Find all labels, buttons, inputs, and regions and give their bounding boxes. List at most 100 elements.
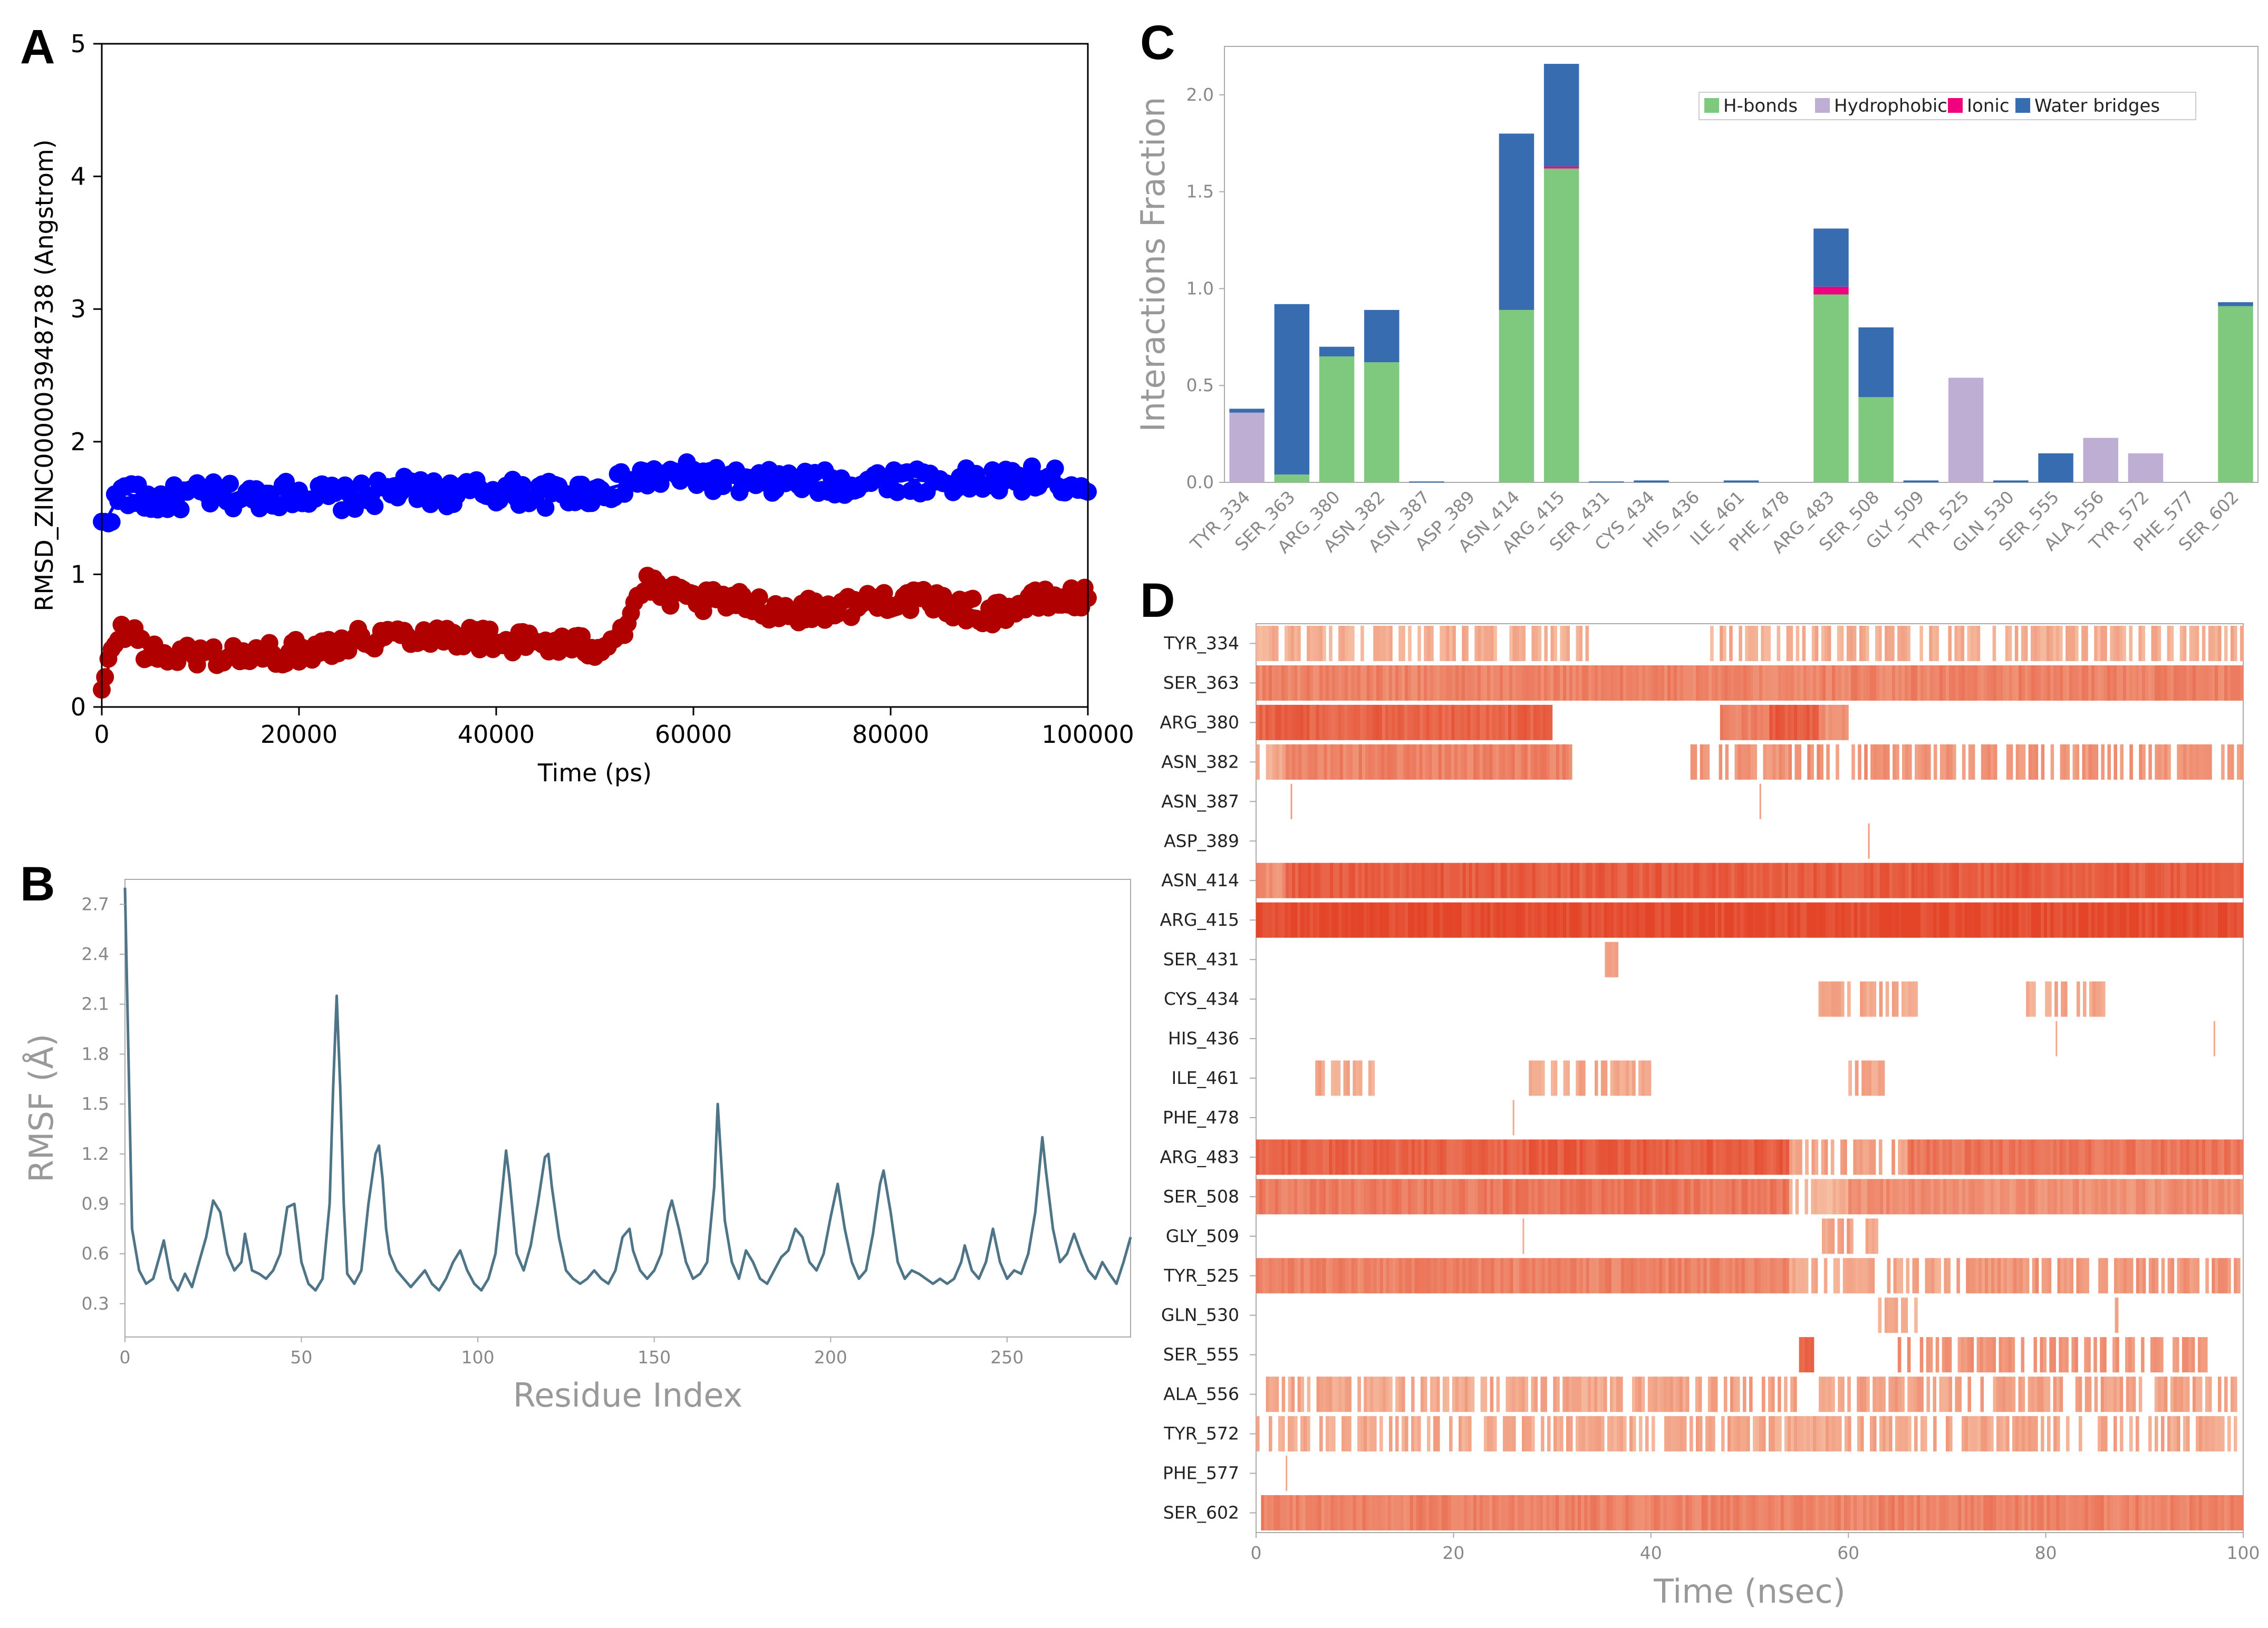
contact-stripe — [1962, 1416, 1965, 1452]
contact-stripe — [1686, 665, 1690, 701]
contact-stripe — [1671, 1179, 1675, 1215]
contact-stripe — [1702, 665, 1706, 701]
contact-stripe — [1405, 1258, 1409, 1294]
contact-stripe — [1817, 863, 1820, 898]
contact-stripe — [1693, 665, 1696, 701]
contact-stripe — [1373, 1179, 1377, 1215]
contact-stripe — [1297, 1179, 1301, 1215]
contact-stripe — [1407, 704, 1411, 740]
contact-stripe — [1462, 626, 1465, 661]
contact-stripe — [1348, 1258, 1352, 1294]
contact-stripe — [1518, 1377, 1522, 1412]
contact-stripe — [1502, 1495, 1505, 1530]
rmsd-point — [1023, 457, 1041, 476]
contact-stripe — [1269, 744, 1273, 780]
row-label: SER_431 — [1163, 949, 1239, 970]
contact-stripe — [2053, 1139, 2057, 1175]
contact-stripe — [1803, 1416, 1807, 1452]
contact-stripe — [1838, 1377, 1841, 1412]
contact-stripe — [1741, 704, 1745, 740]
contact-stripe — [1663, 1495, 1667, 1530]
contact-stripe — [1522, 665, 1526, 701]
contact-stripe — [1928, 1258, 1932, 1294]
contact-stripe — [1915, 1258, 1919, 1294]
contact-stripe — [2160, 1139, 2165, 1175]
contact-stripe — [1605, 1179, 1608, 1215]
contact-stripe — [1703, 1258, 1707, 1294]
contact-stripe — [1469, 1258, 1472, 1294]
contact-stripe — [1774, 1495, 1778, 1530]
contact-stripe — [1740, 665, 1744, 701]
contact-stripe — [2006, 1179, 2010, 1215]
contact-stripe — [2126, 902, 2130, 938]
contact-stripe — [1265, 704, 1269, 740]
contact-stripe — [2040, 1495, 2044, 1530]
contact-stripe — [1402, 902, 1405, 938]
contact-stripe — [1782, 1179, 1787, 1215]
contact-stripe — [1948, 1495, 1952, 1530]
contact-stripe — [1417, 665, 1421, 701]
contact-stripe — [2199, 665, 2203, 701]
contact-stripe — [1924, 665, 1927, 701]
contact-stripe — [1762, 1377, 1765, 1412]
contact-stripe — [1674, 902, 1677, 938]
contact-stripe — [2170, 863, 2174, 898]
contact-stripe — [2195, 1495, 2199, 1530]
contact-stripe — [1746, 902, 1750, 938]
contact-stripe — [2088, 1495, 2092, 1530]
contact-stripe — [1486, 1495, 1490, 1530]
contact-stripe — [1857, 665, 1861, 701]
contact-stripe — [1802, 626, 1806, 661]
contact-stripe — [1290, 783, 1292, 819]
contact-stripe — [1316, 1258, 1320, 1294]
contact-stripe — [2132, 1139, 2136, 1175]
contact-stripe — [1348, 1416, 1352, 1452]
contact-stripe — [1770, 1139, 1774, 1175]
contact-stripe — [1563, 665, 1567, 701]
contact-stripe — [2234, 1377, 2237, 1412]
contact-stripe — [2212, 1258, 2215, 1294]
contact-stripe — [1601, 902, 1605, 938]
row-label: HIS_436 — [1168, 1028, 1239, 1049]
contact-stripe — [2050, 744, 2054, 780]
contact-stripe — [1616, 1060, 1620, 1096]
contact-stripe — [1829, 863, 1833, 898]
contact-stripe — [1579, 1258, 1584, 1294]
y-tick-label: 1.0 — [1186, 278, 1214, 298]
contact-stripe — [1638, 1495, 1642, 1530]
contact-stripe — [1623, 902, 1627, 938]
contact-stripe — [1373, 902, 1377, 938]
contact-stripe — [1395, 902, 1399, 938]
contact-stripe — [1401, 704, 1405, 740]
contact-stripe — [1335, 1179, 1339, 1215]
contact-stripe — [1306, 704, 1310, 740]
contact-stripe — [2005, 1495, 2009, 1530]
contact-stripe — [2155, 665, 2158, 701]
contact-stripe — [1751, 1179, 1755, 1215]
contact-stripe — [1879, 863, 1884, 898]
contact-stripe — [1376, 1377, 1380, 1412]
contact-stripe — [1681, 863, 1684, 898]
contact-stripe — [1875, 626, 1879, 661]
contact-stripe — [1831, 1377, 1835, 1412]
contact-stripe — [1817, 744, 1820, 780]
contact-stripe — [2069, 1139, 2073, 1175]
y-tick-label: 2.0 — [1186, 84, 1214, 105]
rmsd-point — [750, 588, 768, 606]
contact-stripe — [1450, 1258, 1453, 1294]
contact-stripe — [1908, 902, 1912, 938]
contact-stripe — [1917, 1495, 1920, 1530]
contact-stripe — [2006, 902, 2010, 938]
contact-stripe — [1533, 704, 1537, 740]
contact-stripe — [2234, 902, 2237, 938]
contact-stripe — [1964, 1337, 1968, 1373]
contact-stripe — [1318, 1060, 1322, 1096]
contact-stripe — [1424, 1139, 1428, 1175]
contact-stripe — [1269, 1139, 1272, 1175]
contact-stripe — [1522, 1218, 1524, 1254]
contact-stripe — [1722, 1179, 1726, 1215]
contact-stripe — [2034, 1495, 2038, 1530]
contact-stripe — [1924, 1179, 1928, 1215]
contact-stripe — [1446, 863, 1451, 898]
contact-stripe — [1657, 1495, 1661, 1530]
